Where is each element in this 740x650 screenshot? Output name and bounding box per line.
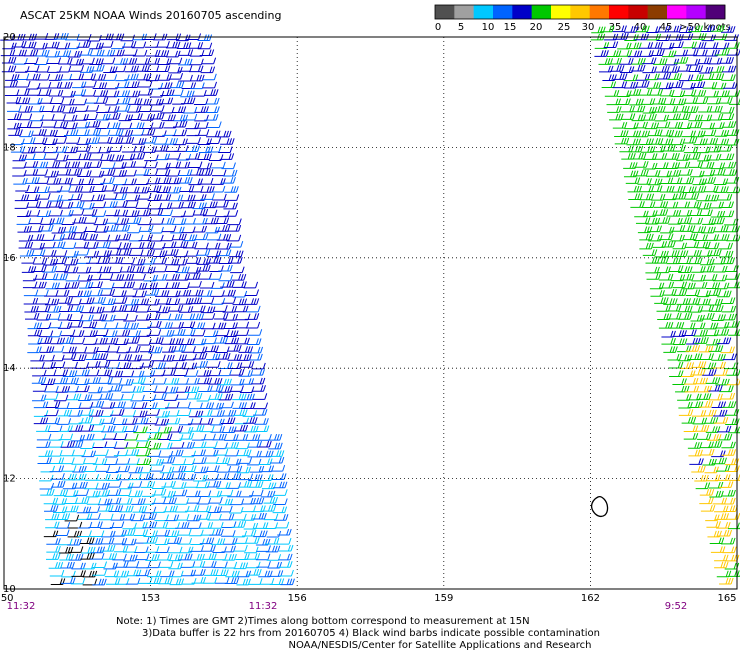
legend-swatch-5	[531, 5, 552, 19]
note-line-1: Note: 1) Times are GMT 2)Times along bot…	[116, 616, 530, 627]
map-frame	[3, 36, 738, 590]
island-outline	[591, 495, 609, 518]
note-line-2: 3)Data buffer is 22 hrs from 20160705 4)…	[142, 628, 600, 639]
lon-label-150: 150	[0, 593, 14, 604]
lat-label-18: 18	[3, 142, 16, 153]
legend-swatch-13	[686, 5, 706, 19]
swath-left	[0, 32, 295, 586]
lon-label-153: 153	[141, 593, 160, 604]
legend-label-4: 20	[530, 22, 543, 33]
footer-notes: Note: 1) Times are GMT 2)Times along bot…	[116, 616, 600, 650]
pass-times: 11:32 11:32 9:52	[7, 601, 688, 612]
legend-swatch-6	[551, 5, 571, 19]
lat-lon-grid	[3, 36, 738, 590]
lon-label-165: 165	[717, 593, 736, 604]
lon-label-159: 159	[434, 593, 453, 604]
legend-swatch-7	[570, 5, 590, 19]
lon-label-162: 162	[581, 593, 600, 604]
legend-swatch-3	[493, 5, 513, 19]
legend-label-0: 0	[435, 22, 441, 33]
legend-swatch-0	[435, 5, 455, 19]
legend-swatch-1	[454, 5, 474, 19]
legend-label-10: >50 knots	[679, 22, 731, 33]
pass-time-right: 9:52	[665, 601, 687, 612]
legend-swatch-10	[628, 5, 648, 19]
legend-swatch-4	[512, 5, 532, 19]
map-title: ASCAT 25KM NOAA Winds 20160705 ascending	[20, 9, 281, 22]
axis-labels: 20 18 16 14 12 10150 153 156 159 162 165	[0, 32, 737, 604]
legend-swatch-11	[647, 5, 668, 19]
legend-label-3: 15	[504, 22, 517, 33]
swath-right	[590, 25, 740, 585]
legend-swatch-9	[609, 5, 629, 19]
legend-label-6: 30	[582, 22, 595, 33]
legend-label-5: 25	[558, 22, 571, 33]
legend-frame	[434, 4, 726, 20]
legend-swatch-14	[705, 5, 726, 19]
legend-swatch-12	[667, 5, 687, 19]
legend-label-7: 35	[609, 22, 622, 33]
legend-label-2: 10	[482, 22, 495, 33]
pass-time-left-1: 11:32	[7, 601, 36, 612]
legend-label-9: 45	[660, 22, 673, 33]
note-line-3: NOAA/NESDIS/Center for Satellite Applica…	[288, 640, 591, 650]
lat-label-20: 20	[3, 32, 16, 43]
legend-label-1: 5	[458, 22, 464, 33]
legend-swatch-8	[589, 5, 610, 19]
legend-swatch-2	[473, 5, 494, 19]
lat-label-10: 10	[3, 584, 16, 595]
lat-label-14: 14	[3, 363, 16, 374]
lat-label-16: 16	[3, 253, 16, 264]
lat-label-12: 12	[3, 474, 16, 485]
legend-label-8: 40	[634, 22, 647, 33]
color-legend: 0 5 10 15 20 25 30 35 40 45 >50 knots	[434, 4, 731, 33]
lon-label-156: 156	[288, 593, 307, 604]
pass-time-left-2: 11:32	[249, 601, 278, 612]
